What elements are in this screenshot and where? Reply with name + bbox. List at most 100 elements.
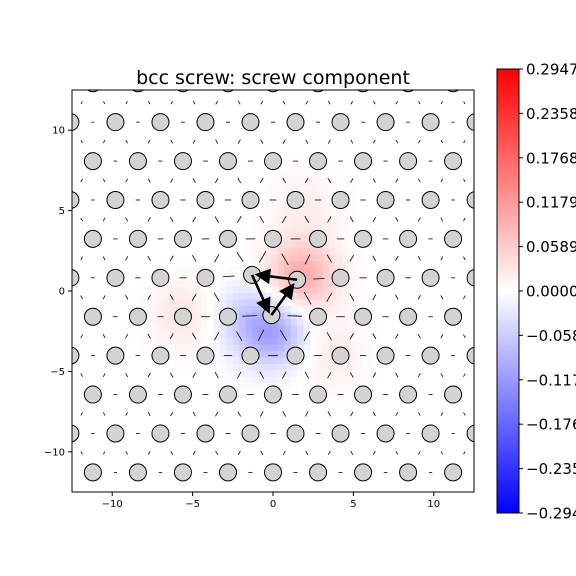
field-cell	[252, 369, 260, 377]
displacement-tick	[326, 332, 332, 341]
field-cell	[342, 331, 350, 339]
displacement-tick	[372, 411, 376, 417]
field-cell	[335, 260, 343, 268]
field-cell	[277, 369, 285, 377]
field-cell	[252, 228, 260, 236]
field-cell	[335, 305, 343, 313]
field-cell	[322, 376, 330, 384]
displacement-tick	[327, 371, 332, 379]
field-cell	[200, 337, 208, 345]
field-cell	[316, 356, 324, 364]
displacement-tick	[215, 177, 219, 184]
field-cell	[239, 299, 247, 307]
field-cell	[245, 292, 253, 300]
field-cell	[174, 356, 182, 364]
displacement-tick	[327, 139, 331, 144]
field-cell	[348, 208, 356, 217]
field-cell	[168, 331, 176, 339]
field-cell	[367, 376, 375, 384]
displacement-tick	[281, 371, 287, 379]
field-cell	[277, 254, 285, 262]
atom-marker	[331, 190, 350, 209]
field-cell	[213, 305, 221, 313]
field-cell	[194, 318, 202, 326]
field-cell	[329, 170, 337, 178]
displacement-tick	[327, 216, 332, 223]
field-cell	[174, 279, 182, 287]
field-cell	[142, 337, 150, 345]
displacement-tick	[463, 178, 466, 183]
field-cell	[155, 331, 163, 339]
field-cell	[361, 254, 369, 262]
atom-marker	[286, 113, 305, 132]
displacement-tick	[103, 101, 106, 105]
displacement-tick	[147, 255, 151, 261]
field-cell	[367, 331, 375, 339]
field-cell	[252, 344, 260, 352]
atom-marker	[444, 152, 463, 171]
displacement-tick	[147, 411, 151, 417]
displacement-tick	[215, 411, 219, 417]
field-cell	[136, 292, 144, 300]
displacement-tick	[373, 101, 376, 105]
field-cell	[245, 318, 253, 326]
field-cell	[232, 266, 240, 274]
field-cell	[374, 356, 382, 364]
displacement-tick	[147, 451, 151, 455]
field-cell	[213, 363, 221, 371]
field-cell	[149, 279, 157, 287]
field-cell	[297, 292, 305, 300]
displacement-tick	[170, 101, 173, 105]
field-cell	[309, 273, 318, 281]
field-cell	[239, 363, 247, 371]
field-cell	[309, 369, 318, 377]
field-cell	[297, 157, 305, 165]
displacement-tick	[418, 101, 421, 105]
atom-marker	[196, 190, 215, 209]
field-cell	[290, 382, 298, 390]
displacement-tick	[304, 371, 309, 379]
atom-marker	[264, 152, 282, 171]
atom-marker	[309, 385, 328, 404]
field-cell	[155, 286, 163, 294]
field-cell	[213, 344, 221, 352]
field-cell	[361, 331, 369, 339]
displacement-tick	[192, 372, 197, 378]
field-cell	[258, 196, 266, 204]
field-cell	[342, 260, 350, 268]
field-cell	[284, 170, 292, 178]
displacement-tick	[236, 331, 243, 342]
field-cell	[374, 331, 382, 339]
field-cell	[322, 286, 330, 294]
field-cell	[245, 234, 253, 242]
displacement-tick	[417, 178, 421, 183]
displacement-tick	[125, 294, 129, 300]
displacement-tick	[305, 450, 309, 456]
atom-marker	[466, 424, 474, 443]
field-cell	[284, 215, 292, 223]
atom-marker	[72, 424, 80, 443]
field-cell	[297, 311, 305, 319]
field-cell	[181, 344, 189, 352]
field-cell	[258, 221, 266, 229]
x-tick-label: 0	[270, 499, 276, 510]
displacement-tick	[237, 177, 242, 184]
field-cell	[264, 324, 272, 332]
field-cell	[213, 324, 221, 332]
field-cell	[239, 389, 247, 397]
atom-marker	[376, 268, 395, 287]
displacement-tick	[440, 451, 443, 455]
field-cell	[303, 331, 311, 339]
field-cell	[264, 189, 272, 197]
field-cell	[264, 170, 272, 178]
field-cell	[194, 305, 202, 313]
field-cell	[181, 273, 189, 281]
field-cell	[348, 273, 356, 281]
field-cell	[232, 331, 240, 339]
field-cell	[290, 254, 298, 262]
field-cell	[168, 337, 176, 345]
field-cell	[329, 395, 337, 403]
field-cell	[316, 344, 324, 352]
field-cell	[335, 286, 343, 294]
atom-marker	[309, 229, 328, 248]
